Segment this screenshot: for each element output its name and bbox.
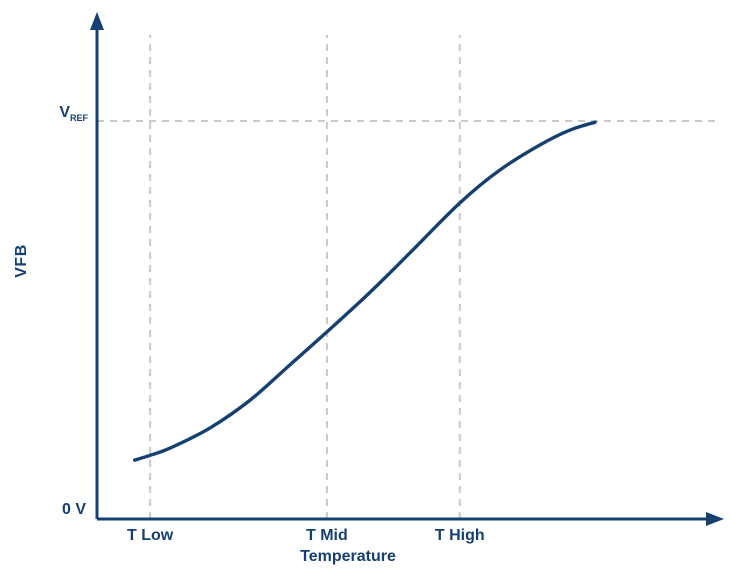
- x-tick-label: T High: [434, 527, 485, 544]
- x-tick-label: T Low: [127, 527, 174, 544]
- x-axis-title: Temperature: [300, 548, 396, 565]
- vref-label-sub: REF: [70, 113, 88, 124]
- zero-tick-label: 0 V: [61, 501, 86, 518]
- vref-tick-label: VREF: [36, 104, 88, 123]
- x-tick-label: T Mid: [306, 527, 348, 544]
- y-axis-title: VFB: [13, 244, 30, 278]
- vref-label-main: V: [59, 104, 70, 121]
